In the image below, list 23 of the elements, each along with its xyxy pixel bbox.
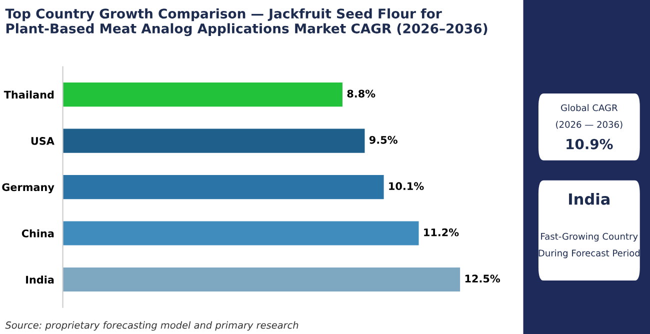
bar [62,221,419,246]
source-note: Source: proprietary forecasting model and primary research [5,321,298,331]
text: Global CAGR [561,104,618,112]
data-label: 12.5% [465,274,500,283]
bar [62,82,342,107]
y-tick-label: China [22,229,54,238]
y-tick-label: USA [31,137,54,145]
text: 10.9% [566,138,613,150]
text: Fast-Growing Country [541,232,638,242]
text: India [569,193,610,205]
text: During Forecast Period [538,249,640,258]
data-label: 10.1% [389,182,424,190]
y-tick-label: Germany [2,183,54,194]
bar [62,175,384,200]
y-tick-label: India [26,276,54,284]
chart-title: Top Country Growth Comparison — Jackfruit Seed Flour for Plant-Based Meat Analog Applications Market CAGR (2026–2036) [5,8,488,36]
bar [62,268,460,292]
bar [62,128,365,153]
text: (2026 — 2036) [556,120,622,129]
data-label: 9.5% [369,136,398,144]
data-label: 8.8% [347,90,376,98]
y-tick-label: Thailand [4,90,54,99]
data-label: 11.2% [424,228,459,236]
